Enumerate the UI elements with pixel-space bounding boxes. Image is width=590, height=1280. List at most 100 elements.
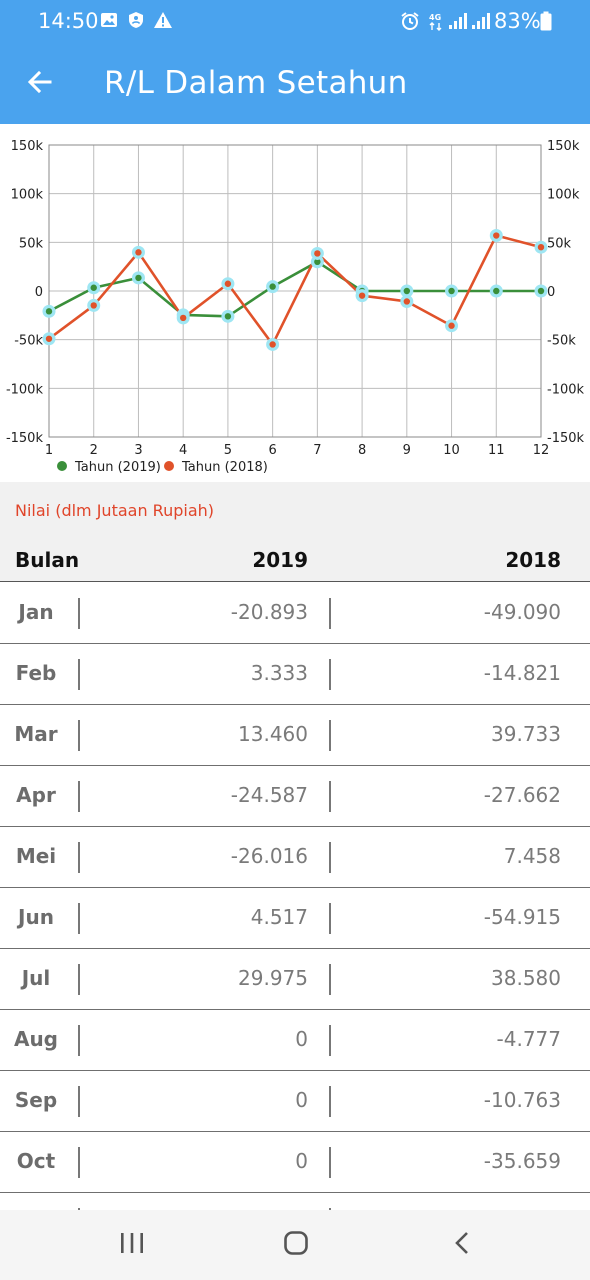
x-tick-label: 9 <box>403 443 411 458</box>
y-tick-label-right: -100k <box>547 382 585 397</box>
home-button[interactable] <box>274 1225 318 1265</box>
y-tick-label-left: 150k <box>11 139 44 154</box>
nav-back-button[interactable] <box>440 1225 484 1265</box>
header: 14:50 4G 83% <box>0 0 590 124</box>
table-row[interactable]: Jan -20.893 -49.090 <box>0 583 590 644</box>
x-tick-label: 3 <box>134 443 142 458</box>
series-line <box>48 234 542 346</box>
battery-percentage: 83% <box>494 9 541 33</box>
table-row[interactable]: Mar 13.460 39.733 <box>0 705 590 766</box>
cell-2018: 38.580 <box>491 966 561 990</box>
shield-icon <box>127 11 145 33</box>
back-button[interactable] <box>18 62 62 106</box>
cell-month: Sep <box>14 1088 58 1112</box>
table-row[interactable]: Apr -24.587 -27.662 <box>0 766 590 827</box>
alarm-icon <box>400 11 420 35</box>
x-tick-label: 6 <box>268 443 276 458</box>
y-tick-label-right: 50k <box>547 236 572 251</box>
y-tick-label-left: -50k <box>14 334 43 349</box>
y-tick-label-right: 100k <box>547 188 580 203</box>
table-row[interactable]: Sep 0 -10.763 <box>0 1071 590 1132</box>
signal-icon <box>471 11 491 35</box>
data-point <box>45 308 53 315</box>
data-point <box>45 335 53 342</box>
cell-2019: 3.333 <box>250 661 308 685</box>
data-point <box>224 280 232 287</box>
column-divider <box>329 903 331 934</box>
table-row[interactable]: Jun 4.517 -54.915 <box>0 888 590 949</box>
legend-label: Tahun (2019) <box>74 460 161 475</box>
app-bar: R/L Dalam Setahun <box>0 44 590 124</box>
cell-month: Feb <box>15 661 57 685</box>
back-icon <box>452 1230 472 1260</box>
column-divider <box>78 659 80 690</box>
y-tick-label-right: 150k <box>547 139 580 154</box>
column-divider <box>78 781 80 812</box>
table-row[interactable]: Feb 3.333 -14.821 <box>0 644 590 705</box>
x-tick-label: 12 <box>533 443 550 458</box>
table-row[interactable]: Mei -26.016 7.458 <box>0 827 590 888</box>
cell-2018: -27.662 <box>483 783 561 807</box>
data-point <box>358 292 366 299</box>
x-tick-label: 2 <box>90 443 98 458</box>
cell-month: Aug <box>13 1027 59 1051</box>
cell-2018: 7.458 <box>503 844 561 868</box>
home-icon <box>283 1230 309 1260</box>
cell-2018: 39.733 <box>491 722 561 746</box>
page-title: R/L Dalam Setahun <box>104 65 408 101</box>
data-point <box>403 298 411 305</box>
data-point <box>269 283 276 290</box>
cell-month: Apr <box>16 783 56 807</box>
data-point <box>403 287 411 295</box>
table-body[interactable]: Jan -20.893 -49.090 Feb 3.333 -14.821 Ma… <box>0 583 590 1210</box>
image-icon <box>100 11 118 33</box>
cell-2019: 0 <box>295 1088 308 1112</box>
data-point <box>493 232 500 239</box>
cell-2018: -35.659 <box>483 1149 561 1173</box>
header-month: Bulan <box>15 548 80 572</box>
cell-2019: -24.587 <box>230 783 308 807</box>
cell-2019: 0 <box>295 1027 308 1051</box>
x-tick-label: 8 <box>358 443 366 458</box>
x-tick-label: 7 <box>313 443 321 458</box>
status-time: 14:50 <box>38 9 99 33</box>
column-divider <box>78 1025 80 1056</box>
unit-label: Nilai (dlm Jutaan Rupiah) <box>15 501 215 520</box>
column-divider <box>329 842 331 873</box>
x-tick-label: 1 <box>45 443 53 458</box>
x-tick-label: 10 <box>443 443 460 458</box>
column-divider <box>329 781 331 812</box>
cell-2019: 13.460 <box>238 722 308 746</box>
legend-marker <box>164 461 174 471</box>
x-tick-label: 4 <box>179 443 187 458</box>
column-divider <box>329 1147 331 1178</box>
data-point <box>314 250 321 257</box>
table-row[interactable]: Oct 0 -35.659 <box>0 1132 590 1193</box>
svg-text:4G: 4G <box>429 13 441 22</box>
data-point <box>537 244 545 251</box>
chart: -150k -150k -100k -100k -50k -50k 0 0 50k 50k 100k… <box>0 124 590 482</box>
y-tick-label-left: 50k <box>19 236 44 251</box>
table-row[interactable]: Jul 29.975 38.580 <box>0 949 590 1010</box>
data-point <box>90 284 97 291</box>
y-tick-label-left: 0 <box>35 285 43 300</box>
column-divider <box>329 598 331 629</box>
column-divider <box>78 598 80 629</box>
cell-month: Mei <box>15 844 57 868</box>
table-row[interactable]: Aug 0 -4.777 <box>0 1010 590 1071</box>
cell-month: Jul <box>21 966 51 990</box>
data-point <box>537 287 545 295</box>
recent-apps-button[interactable] <box>110 1225 154 1265</box>
table-header: Bulan 2019 2018 <box>0 538 590 582</box>
cell-2019: -20.893 <box>230 600 308 624</box>
data-point <box>448 322 455 329</box>
data-point <box>314 258 321 266</box>
table-row-partial[interactable] <box>0 1193 590 1210</box>
cell-2018: -49.090 <box>483 600 561 624</box>
column-divider <box>78 964 80 995</box>
arrow-left-icon <box>26 68 54 100</box>
data-point <box>179 314 187 322</box>
column-divider <box>329 964 331 995</box>
cell-month: Mar <box>14 722 58 746</box>
